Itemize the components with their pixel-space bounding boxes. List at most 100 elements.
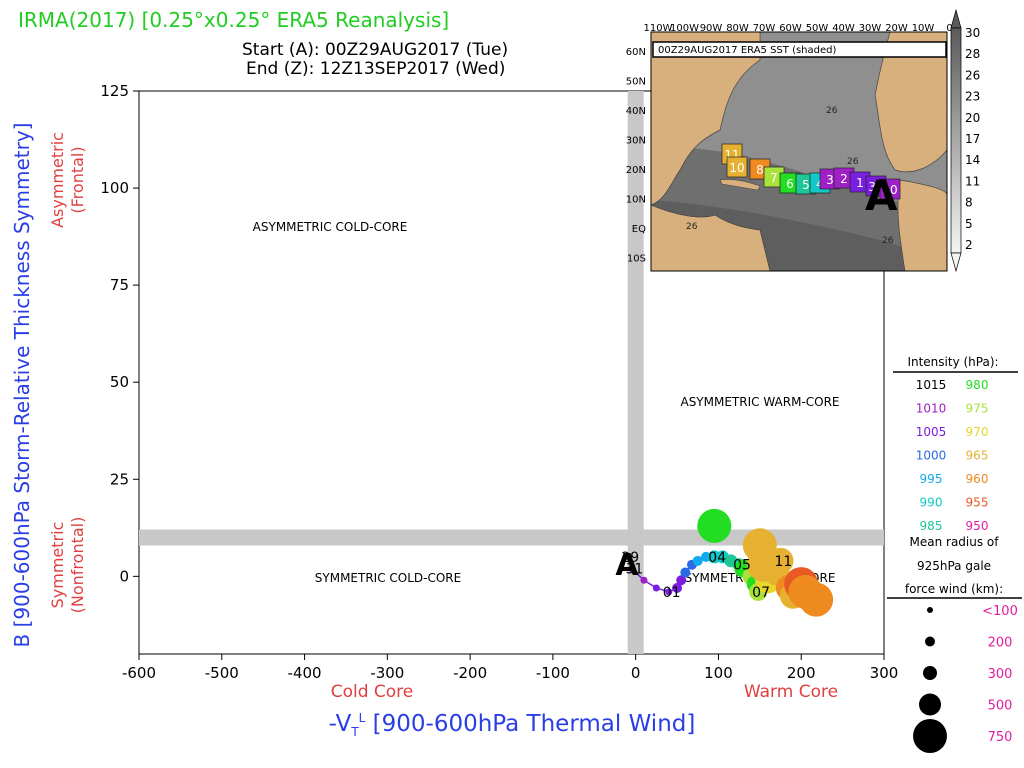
track-label: 07 — [752, 585, 770, 601]
size-marker — [923, 666, 937, 680]
lon-label: 110W — [644, 23, 673, 34]
size-label: 500 — [988, 699, 1013, 714]
symmetric-label: Symmetric — [48, 522, 67, 609]
size-label: 300 — [988, 667, 1013, 682]
quadrant-lower-left: SYMMETRIC COLD-CORE — [315, 571, 461, 585]
x-tick-label: -200 — [453, 664, 487, 682]
track-point — [697, 508, 732, 543]
map-track-label: 10 — [729, 161, 744, 175]
x-tick-label: 0 — [631, 664, 641, 682]
track-point — [676, 575, 687, 586]
sst-contour-label: 26 — [826, 106, 838, 116]
legend-entry: 975 — [966, 402, 989, 416]
map-track-box — [879, 178, 901, 200]
track-point — [692, 555, 703, 566]
y-tick-label: 75 — [110, 276, 129, 294]
x-tick-label: -500 — [205, 664, 239, 682]
inset-map-track: 1110876543213130 — [721, 143, 901, 200]
track-point — [652, 584, 660, 592]
x-tick-label: 100 — [704, 664, 733, 682]
track-label: 01 — [663, 585, 681, 601]
track-label: 11 — [775, 554, 793, 570]
y-tick-label: 0 — [119, 567, 129, 585]
map-track-label: 8 — [756, 163, 764, 177]
nonfrontal-label: (Nonfrontal) — [68, 517, 87, 614]
colorbar-label: 23 — [965, 90, 980, 104]
legend-entry: 955 — [966, 496, 989, 510]
track-label: 05 — [733, 558, 751, 574]
lon-label: 80W — [726, 23, 749, 34]
map-track-label: 1 — [856, 176, 864, 190]
asymmetric-label: Asymmetric — [48, 132, 67, 228]
lat-label: 50N — [626, 77, 646, 88]
colorbar-label: 11 — [965, 174, 980, 188]
legend-entry: 1015 — [916, 378, 947, 392]
quadrant-upper-right: ASYMMETRIC WARM-CORE — [680, 395, 839, 409]
track-point — [640, 576, 648, 584]
colorbar-label: 5 — [965, 217, 973, 231]
sst-contour-label: 26 — [847, 157, 859, 167]
legend: Intensity (hPa): 1015 980 1010 975 1005 970 10… — [887, 355, 1022, 753]
legend-entry: 995 — [920, 472, 943, 486]
axis-ticks: -600 -500 -400 -300 -200 -100 0 100 200 300025507… — [100, 82, 898, 682]
lon-label: 30W — [859, 23, 882, 34]
colorbar-label: 20 — [965, 111, 980, 125]
lat-label: 30N — [626, 136, 646, 147]
warm-core-label: Warm Core — [744, 682, 838, 702]
size-label: 750 — [988, 730, 1013, 745]
legend-entry: 1005 — [916, 425, 947, 439]
lon-label: 20W — [885, 23, 908, 34]
size-title-3: force wind (km): — [905, 582, 1003, 596]
track-point — [628, 565, 636, 573]
map-track-label: 5 — [802, 178, 810, 192]
lon-label: 0 — [946, 23, 952, 34]
x-tick-label: -100 — [536, 664, 570, 682]
lon-label: 40W — [832, 23, 855, 34]
lat-label: 20N — [626, 165, 646, 176]
size-marker — [913, 719, 947, 753]
sst-contour-label: 26 — [882, 236, 894, 246]
colorbar-label: 26 — [965, 68, 980, 82]
end-time: End (Z): 12Z13SEP2017 (Wed) — [246, 59, 506, 79]
size-title-2: 925hPa gale — [917, 559, 991, 573]
track-point — [672, 582, 683, 593]
track-label: 04 — [708, 550, 726, 566]
map-track-label: 2 — [840, 172, 848, 186]
lon-label: 90W — [700, 23, 723, 34]
legend-entry: 960 — [966, 472, 989, 486]
x-tick-label: -400 — [288, 664, 322, 682]
sst-contour-label: 26 — [686, 222, 698, 232]
size-label: 200 — [988, 636, 1013, 651]
start-marker: A — [615, 548, 639, 583]
quadrant-upper-left: ASYMMETRIC COLD-CORE — [253, 220, 408, 234]
cold-core-label: Cold Core — [331, 682, 414, 702]
x-axis-title: -VTL [900-600hPa Thermal Wind] — [329, 711, 696, 739]
legend-entry: 990 — [920, 496, 943, 510]
x-tick-label: -600 — [122, 664, 156, 682]
y-tick-label: 125 — [100, 82, 129, 100]
inset-sst-labels: 26 26 26 26 — [686, 106, 894, 246]
lat-label: 40N — [626, 106, 646, 117]
track-label: 31 — [626, 562, 644, 578]
colorbar-label: 30 — [965, 26, 980, 40]
legend-entry: 1010 — [916, 402, 947, 416]
y-tick-label: 100 — [100, 179, 129, 197]
inset-map-caption: 00Z29AUG2017 ERA5 SST (shaded) — [658, 45, 836, 56]
colorbar-label: 14 — [965, 153, 980, 167]
x-tick-label: 200 — [787, 664, 816, 682]
legend-entry: 965 — [966, 449, 989, 463]
legend-title: Intensity (hPa): — [907, 355, 998, 369]
size-title-1: Mean radius of — [910, 535, 1000, 549]
x-tick-label: -300 — [370, 664, 404, 682]
y-axis-title: B [900-600hPa Storm-Relative Thickness S… — [10, 123, 34, 648]
x-tick-label: 300 — [870, 664, 899, 682]
legend-entry: 980 — [966, 378, 989, 392]
legend-entry: 950 — [966, 519, 989, 533]
map-track-label: 3 — [826, 173, 834, 187]
lon-label: 70W — [753, 23, 776, 34]
colorbar-label: 8 — [965, 196, 973, 210]
lon-label: 10W — [912, 23, 935, 34]
